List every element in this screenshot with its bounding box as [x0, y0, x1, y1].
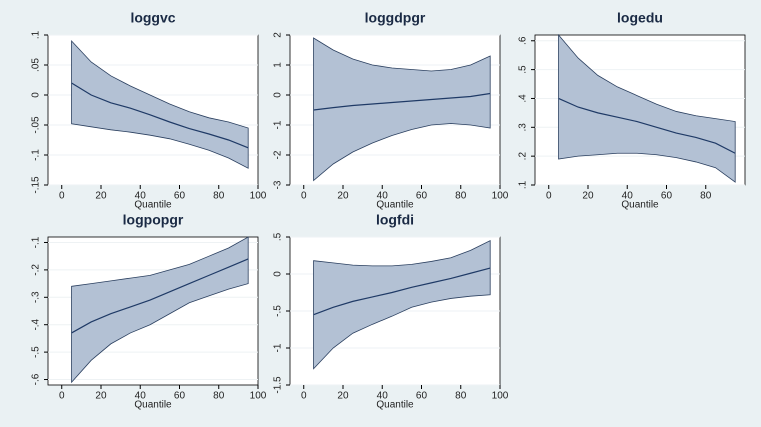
- panel-title: logpopgr: [123, 212, 184, 228]
- y-tick-label: .5: [273, 232, 284, 241]
- y-tick-label: -.1: [31, 236, 42, 248]
- estimate-line: [71, 258, 249, 334]
- x-axis-label: Quantile: [134, 400, 172, 411]
- x-tick-label: 40: [377, 391, 389, 402]
- x-tick-label: 20: [582, 191, 594, 202]
- x-tick-label: 0: [301, 391, 307, 402]
- y-tick-label: -.3: [31, 291, 42, 303]
- x-tick-label: 60: [416, 191, 428, 202]
- y-tick-label: 0: [31, 92, 42, 98]
- x-tick-label: 100: [492, 191, 509, 202]
- estimate-line: [71, 82, 249, 149]
- confidence-band: [313, 37, 491, 182]
- x-tick-label: 20: [337, 391, 349, 402]
- y-tick-label: -1.5: [273, 376, 284, 394]
- confidence-band: [71, 39, 249, 169]
- y-tick-label: -1: [273, 343, 284, 352]
- y-tick-label: -.1: [31, 149, 42, 161]
- y-tick-label: -.5: [273, 305, 284, 317]
- x-tick-label: 0: [59, 191, 65, 202]
- y-tick-label: 0: [273, 271, 284, 277]
- y-tick-label: .3: [518, 123, 529, 132]
- panel-title: loggvc: [130, 10, 175, 26]
- estimate-line: [313, 267, 491, 316]
- estimate-line: [313, 92, 491, 111]
- y-tick-label: .2: [518, 152, 529, 161]
- x-tick-label: 80: [455, 391, 467, 402]
- x-tick-label: 60: [174, 391, 186, 402]
- x-tick-label: 0: [301, 191, 307, 202]
- y-tick-label: .6: [518, 36, 529, 45]
- y-tick-label: .4: [518, 94, 529, 103]
- estimate-line: [558, 97, 736, 154]
- x-tick-label: 80: [213, 391, 225, 402]
- y-tick-label: -3: [273, 180, 284, 189]
- x-tick-label: 0: [59, 391, 65, 402]
- x-tick-label: 20: [337, 191, 349, 202]
- y-tick-label: -.2: [31, 264, 42, 276]
- y-tick-label: .5: [518, 65, 529, 74]
- x-tick-label: 40: [135, 191, 147, 202]
- y-tick-label: 1: [273, 62, 284, 68]
- x-tick-label: 40: [622, 191, 634, 202]
- x-axis-label: Quantile: [621, 200, 659, 211]
- x-tick-label: 80: [213, 191, 225, 202]
- x-tick-label: 100: [250, 391, 267, 402]
- x-tick-label: 100: [492, 391, 509, 402]
- confidence-band: [313, 240, 491, 370]
- y-tick-label: -.4: [31, 318, 42, 330]
- y-tick-label: -.5: [31, 346, 42, 358]
- x-tick-label: 60: [416, 391, 428, 402]
- y-tick-label: -1: [273, 120, 284, 129]
- x-axis-label: Quantile: [376, 200, 414, 211]
- x-axis-label: Quantile: [376, 400, 414, 411]
- panel-title: logfdi: [376, 212, 414, 228]
- x-tick-label: 60: [174, 191, 186, 202]
- y-tick-label: -.6: [31, 373, 42, 385]
- x-tick-label: 20: [95, 191, 107, 202]
- x-tick-label: 40: [377, 191, 389, 202]
- y-tick-label: -.15: [31, 176, 42, 194]
- x-tick-label: 100: [250, 191, 267, 202]
- x-tick-label: 0: [546, 191, 552, 202]
- x-tick-label: 40: [135, 391, 147, 402]
- panel-title: logedu: [617, 10, 663, 26]
- x-tick-label: 20: [95, 391, 107, 402]
- y-tick-label: -2: [273, 150, 284, 159]
- y-tick-label: 0: [273, 92, 284, 98]
- y-tick-label: .1: [518, 180, 529, 189]
- x-tick-label: 80: [455, 191, 467, 202]
- y-tick-label: -.05: [31, 116, 42, 134]
- y-tick-label: .1: [31, 30, 42, 39]
- y-tick-label: .05: [31, 58, 42, 72]
- confidence-band: [558, 33, 736, 183]
- confidence-band: [71, 236, 249, 384]
- x-tick-label: 60: [661, 191, 673, 202]
- x-tick-label: 80: [700, 191, 712, 202]
- x-axis-label: Quantile: [134, 200, 172, 211]
- panel-title: loggdpgr: [365, 10, 426, 26]
- y-tick-label: 2: [273, 32, 284, 38]
